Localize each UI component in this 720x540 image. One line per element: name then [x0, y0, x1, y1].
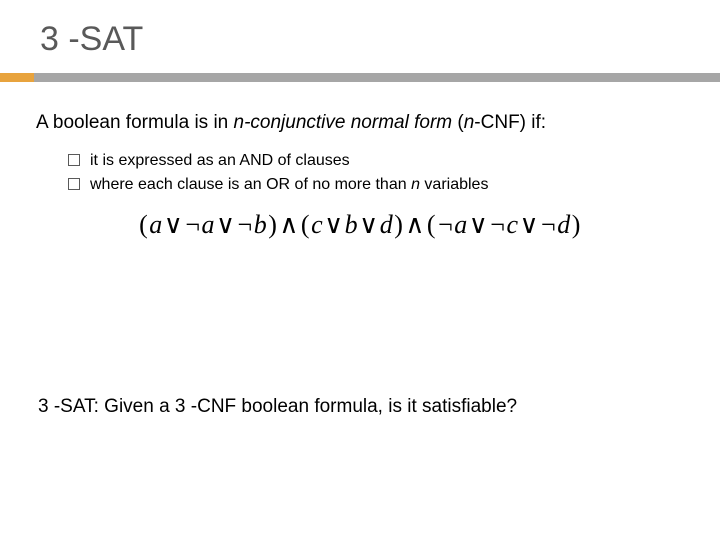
and-op: ∧: [404, 210, 426, 239]
intro-em1: n-conjunctive normal form: [234, 112, 453, 133]
lparen: (: [426, 210, 437, 239]
rparen: ): [267, 210, 278, 239]
or-op: ∨: [215, 210, 237, 239]
not-op: ¬: [489, 210, 506, 239]
var-b: b: [254, 210, 268, 239]
intro-mid: (: [452, 112, 464, 133]
bullet-suffix: variables: [420, 176, 488, 193]
rparen: ): [571, 210, 582, 239]
or-op: ∨: [323, 210, 345, 239]
var-d: d: [380, 210, 394, 239]
rparen: ): [393, 210, 404, 239]
var-a: a: [454, 210, 468, 239]
and-op: ∧: [278, 210, 300, 239]
lparen: (: [138, 210, 149, 239]
var-a: a: [149, 210, 163, 239]
var-c: c: [311, 210, 323, 239]
title-rule: [36, 73, 684, 83]
not-op: ¬: [184, 210, 201, 239]
bullet-prefix: where each clause is an OR of no more th…: [90, 176, 411, 193]
slide: 3 -SAT A boolean formula is in n-conjunc…: [0, 0, 720, 540]
rule-gray: [0, 73, 720, 82]
intro-text: A boolean formula is in n-conjunctive no…: [36, 111, 684, 135]
var-c: c: [506, 210, 518, 239]
or-op: ∨: [358, 210, 380, 239]
intro-em2: n: [464, 112, 475, 133]
or-op: ∨: [518, 210, 540, 239]
bullet-em: n: [411, 176, 420, 193]
slide-title: 3 -SAT: [40, 20, 684, 59]
formula: (a∨¬a∨¬b)∧(c∨b∨d)∧(¬a∨¬c∨¬d): [138, 210, 582, 239]
bullet-list: it is expressed as an AND of clauses whe…: [68, 149, 684, 195]
var-b: b: [345, 210, 359, 239]
intro-suffix: -CNF) if:: [474, 112, 546, 133]
or-op: ∨: [163, 210, 185, 239]
list-item: it is expressed as an AND of clauses: [68, 149, 684, 172]
rule-accent: [0, 73, 34, 82]
list-item: where each clause is an OR of no more th…: [68, 173, 684, 196]
or-op: ∨: [468, 210, 490, 239]
not-op: ¬: [540, 210, 557, 239]
formula-row: (a∨¬a∨¬b)∧(c∨b∨d)∧(¬a∨¬c∨¬d): [36, 210, 684, 240]
footer-text: 3 -SAT: Given a 3 -CNF boolean formula, …: [38, 396, 682, 418]
var-d: d: [557, 210, 571, 239]
var-a: a: [202, 210, 216, 239]
not-op: ¬: [437, 210, 454, 239]
bullet-text: it is expressed as an AND of clauses: [90, 152, 350, 169]
lparen: (: [300, 210, 311, 239]
intro-prefix: A boolean formula is in: [36, 112, 234, 133]
not-op: ¬: [237, 210, 254, 239]
